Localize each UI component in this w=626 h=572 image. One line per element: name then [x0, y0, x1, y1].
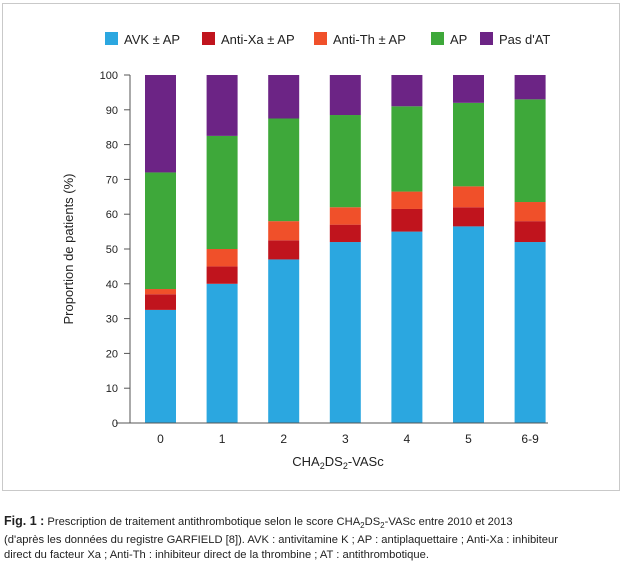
y-ticks: 0 10 20 30 40 50 60 70 80 90 100 [100, 70, 130, 430]
bar-segment-1 [329, 242, 361, 423]
caption-line-2: (d'après les données du registre GARFIEL… [4, 534, 558, 547]
bar-segment-5 [514, 75, 546, 100]
bar-segment-3 [145, 289, 176, 295]
bar-segment-5 [268, 75, 300, 119]
bar-segment-4 [329, 115, 361, 208]
legend-swatch [480, 32, 493, 45]
x-tick-label: 5 [465, 432, 472, 446]
y-tick-label: 70 [106, 174, 118, 186]
x-ticks: 0 1 2 3 4 5 6-9 [157, 432, 539, 446]
bar-segment-3 [514, 202, 546, 222]
bar-segment-1 [145, 309, 176, 423]
x-tick-label: 1 [219, 432, 226, 446]
bar-segment-2 [206, 266, 238, 284]
legend-label: AP [450, 32, 467, 47]
caption-text-b: DS [364, 516, 381, 528]
bar-segment-1 [268, 259, 300, 423]
x-tick-label: 2 [280, 432, 287, 446]
legend-label: AVK ± AP [124, 32, 180, 47]
bar-segment-4 [391, 106, 423, 192]
bar-segment-2 [514, 221, 546, 243]
y-tick-label: 60 [106, 209, 118, 221]
x-tick-label: 3 [342, 432, 349, 446]
y-tick-label: 40 [106, 279, 118, 291]
bar-segment-4 [453, 102, 484, 187]
caption-line-3: direct du facteur Xa ; Anti-Th : inhibit… [4, 549, 429, 562]
y-tick-label: 30 [106, 314, 118, 326]
caption-sub-1: 2 [360, 521, 365, 531]
y-tick-label: 50 [106, 244, 118, 256]
bar-segment-3 [268, 221, 300, 241]
bar-segment-5 [329, 75, 361, 116]
bar-segment-5 [145, 75, 176, 173]
bar-segment-2 [329, 224, 361, 243]
legend-label: Anti-Xa ± AP [221, 32, 295, 47]
bar-segment-2 [453, 207, 484, 227]
bar-segment-4 [514, 99, 546, 203]
legend-label: Anti-Th ± AP [333, 32, 406, 47]
y-axis-title: Proportion de patients (%) [61, 173, 76, 324]
y-tick-label: 0 [112, 418, 118, 430]
bar-segment-4 [206, 135, 238, 249]
bar-segment-4 [145, 172, 176, 290]
bar-segment-3 [329, 207, 361, 225]
bar-segment-5 [453, 75, 484, 103]
caption-label: Fig. 1 : [4, 514, 45, 528]
figure-caption: Fig. 1 : Prescription de traitement anti… [4, 514, 620, 563]
x-tick-label: 4 [404, 432, 411, 446]
bar-segment-1 [453, 226, 484, 423]
bar-segment-3 [453, 186, 484, 208]
bar-segment-5 [206, 75, 238, 136]
legend-label: Pas d'AT [499, 32, 550, 47]
legend-swatch [314, 32, 327, 45]
bar-segment-2 [145, 294, 176, 310]
legend-swatch [431, 32, 444, 45]
bar-segment-4 [268, 118, 300, 222]
caption-sub-2: 2 [380, 521, 385, 531]
y-tick-label: 10 [106, 383, 118, 395]
caption-line-1: Fig. 1 : Prescription de traitement anti… [4, 514, 620, 533]
bar-segment-2 [268, 240, 300, 260]
bar-segment-3 [206, 249, 238, 267]
caption-text-c: -VASc entre 2010 et 2013 [384, 516, 513, 528]
legend-swatch [202, 32, 215, 45]
bar-segment-3 [391, 191, 423, 209]
chart-legend: AVK ± AP Anti-Xa ± AP Anti-Th ± AP AP Pas d'… [105, 32, 550, 47]
stacked-bar-chart: AVK ± AP Anti-Xa ± AP Anti-Th ± AP AP Pas d'… [61, 32, 550, 471]
y-tick-label: 20 [106, 348, 118, 360]
legend-swatch [105, 32, 118, 45]
caption-text-a: Prescription de traitement antithromboti… [47, 516, 361, 528]
bars-group [145, 75, 546, 423]
x-tick-label: 0 [157, 432, 164, 446]
y-tick-label: 100 [100, 70, 118, 82]
x-tick-label: 6-9 [521, 432, 539, 446]
bar-segment-1 [514, 242, 546, 423]
x-axis-title: CHA2DS2-VASc [292, 454, 384, 471]
bar-segment-2 [391, 208, 423, 232]
bar-segment-1 [391, 231, 423, 423]
bar-segment-5 [391, 75, 423, 107]
y-tick-label: 90 [106, 105, 118, 117]
bar-segment-1 [206, 283, 238, 423]
y-tick-label: 80 [106, 140, 118, 152]
